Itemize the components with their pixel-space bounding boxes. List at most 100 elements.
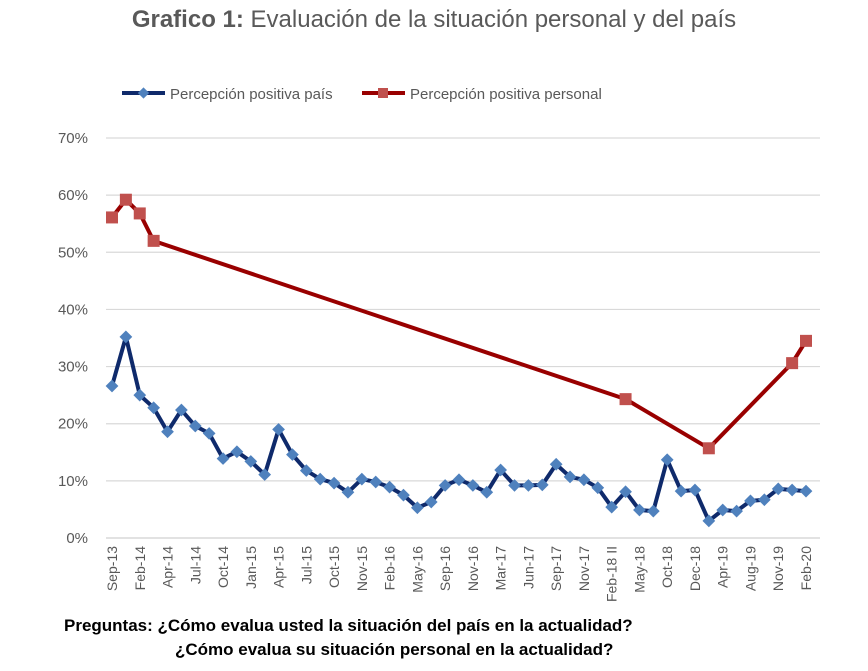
data-point-personal [119,193,132,206]
x-tick-label: Feb-18 II [604,546,620,602]
data-point-pais [785,483,799,497]
data-point-pais [175,403,188,417]
series-line-personal [110,197,808,451]
x-tick-label: Oct-18 [659,546,675,588]
y-tick-label: 30% [58,359,88,376]
footer-question-1: Preguntas: ¿Cómo evalua usted la situaci… [64,616,633,635]
x-tick-label: Oct-14 [215,546,231,588]
data-point-pais [216,452,230,465]
footer-questions: Preguntas: ¿Cómo evalua usted la situaci… [64,614,633,662]
series-personal [106,193,812,455]
data-point-pais [397,488,410,502]
data-point-pais [188,419,202,433]
legend-label-personal: Percepción positiva personal [410,86,602,103]
data-point-pais [202,427,216,440]
series-pais [105,330,813,528]
x-tick-label: Jul-15 [298,546,314,584]
data-point-pais [105,379,119,393]
data-point-pais [452,473,466,487]
data-point-pais [799,484,813,498]
x-tick-label: Apr-15 [271,546,287,588]
x-tick-label: Oct-15 [326,546,342,588]
data-point-pais [355,472,369,486]
legend-diamond-marker-icon [137,87,150,99]
data-point-pais [438,479,452,492]
chart-title-text: Evaluación de la situación personal y de… [243,6,737,33]
x-tick-label: Apr-19 [715,546,731,588]
y-tick-label: 50% [58,244,88,261]
chart-title: Grafico 1: Evaluación de la situación pe… [0,6,868,34]
x-tick-label: May-18 [631,546,647,593]
data-point-personal [619,393,632,406]
data-point-personal [800,334,812,347]
y-tick-label: 10% [58,473,88,490]
data-point-pais [272,423,285,436]
x-tick-label: Sep-16 [437,546,453,591]
x-tick-label: Dec-18 [687,546,703,591]
legend-item-personal: Percepción positiva personal [362,86,602,103]
legend-item-pais: Percepción positiva país [122,86,333,103]
series-layer [105,193,813,528]
footer-question-2: ¿Cómo evalua su situación personal en la… [175,640,614,659]
x-tick-label: May-16 [409,546,425,593]
y-axis-ticks: 0% 10% 20% 30% 40% 50% 60% 70% [58,130,88,547]
x-tick-label: Sep-13 [104,546,120,591]
data-point-pais [494,463,508,477]
y-tick-label: 70% [58,130,88,147]
x-tick-label: Apr-14 [160,546,176,588]
data-point-pais [646,504,660,518]
y-tick-label: 0% [66,530,88,547]
data-point-pais [688,483,702,497]
data-point-pais [480,485,494,499]
data-point-pais [147,401,161,415]
y-tick-label: 20% [58,416,88,433]
data-point-pais [410,501,424,515]
data-point-personal [106,211,118,224]
legend: Percepción positiva país Percepción posi… [122,86,602,103]
data-point-pais [286,448,299,461]
data-point-pais [133,388,147,402]
x-tick-label: Nov-16 [465,546,481,591]
y-tick-label: 40% [58,301,88,318]
gridlines [106,137,820,539]
x-tick-label: Aug-19 [742,546,758,591]
series-line-pais [110,334,807,523]
x-tick-label: Mar-17 [493,546,509,591]
data-point-personal [147,234,160,247]
x-tick-label: Feb-16 [382,546,398,591]
chart-title-prefix: Grafico 1: [131,6,244,33]
data-point-pais [161,425,174,439]
x-axis-ticks: Sep-13 Feb-14 Apr-14 Jul-14 Oct-14 Jan-15 Apr-… [104,546,814,602]
data-point-pais [258,468,272,481]
x-tick-label: Nov-17 [576,546,592,591]
legend-label-pais: Percepción positiva país [170,86,333,103]
legend-square-marker-icon [378,88,388,98]
data-point-pais [119,330,133,344]
x-tick-label: Nov-19 [770,546,786,591]
data-point-pais [230,445,244,459]
data-point-pais [660,453,674,467]
data-point-pais [313,472,327,486]
data-point-pais [674,484,688,498]
y-tick-label: 60% [58,187,88,204]
data-point-personal [786,357,799,370]
data-point-pais [244,455,258,468]
x-tick-label: Sep-17 [548,546,564,591]
data-point-pais [299,464,313,477]
data-point-pais [369,475,383,489]
data-point-pais [508,479,521,492]
data-point-personal [702,442,715,455]
x-tick-label: Feb-20 [798,546,814,591]
data-point-pais [327,476,341,490]
x-tick-label: Jan-15 [243,546,259,589]
data-point-pais [424,495,438,509]
x-tick-label: Nov-15 [354,546,370,591]
data-point-pais [383,480,396,494]
data-point-pais [466,479,480,492]
x-tick-label: Jun-17 [520,546,536,589]
data-point-personal [133,207,146,220]
x-tick-label: Feb-14 [132,546,148,591]
x-tick-label: Jul-14 [187,546,203,584]
data-point-pais [341,485,355,499]
